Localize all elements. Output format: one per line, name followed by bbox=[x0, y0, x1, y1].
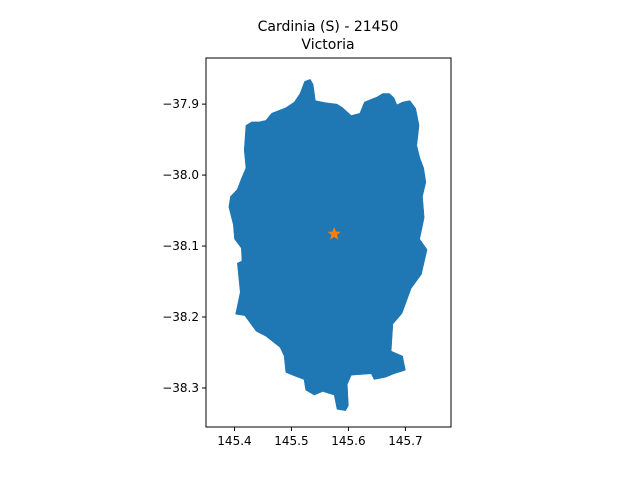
map-title-line-2: Victoria bbox=[301, 37, 354, 53]
y-tick-label: −38.0 bbox=[162, 168, 199, 182]
plot-area bbox=[228, 78, 428, 411]
x-tick-label: 145.6 bbox=[331, 434, 365, 448]
y-tick-label: −38.1 bbox=[162, 239, 199, 253]
y-tick-label: −37.9 bbox=[162, 97, 199, 111]
axes-frame bbox=[205, 57, 452, 428]
x-tick-label: 145.4 bbox=[217, 434, 251, 448]
y-tick-label: −38.2 bbox=[162, 310, 199, 324]
x-axis: 145.4 145.5 145.6 145.7 bbox=[217, 427, 423, 448]
y-axis: −37.9 −38.0 −38.1 −38.2 −38.3 bbox=[162, 97, 206, 395]
x-tick-label: 145.7 bbox=[388, 434, 422, 448]
map-title-line-1: Cardinia (S) - 21450 bbox=[258, 19, 399, 35]
region-polygon bbox=[228, 78, 428, 411]
x-tick-label: 145.5 bbox=[274, 434, 308, 448]
centroid-star-marker bbox=[327, 227, 341, 240]
y-tick-label: −38.3 bbox=[162, 381, 199, 395]
